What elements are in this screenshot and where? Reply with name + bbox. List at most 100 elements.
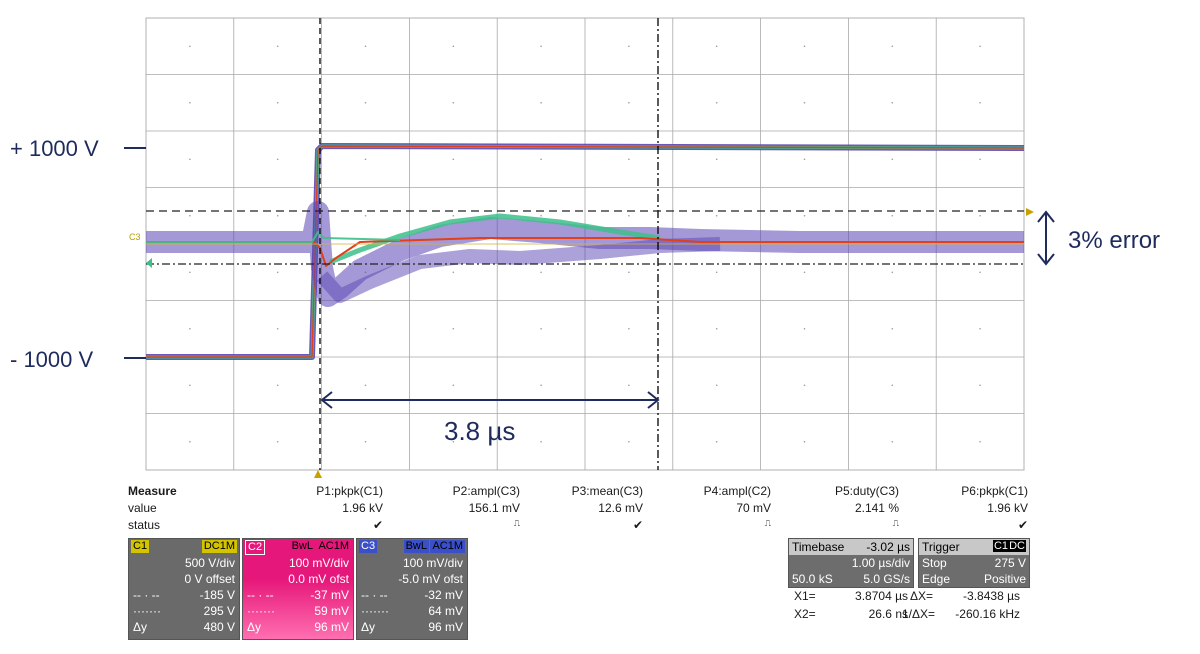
c1-trace [146,145,1025,358]
grid-dot [189,101,191,104]
status-icon: ✔ [372,518,383,532]
grid-dot [628,158,630,161]
dx-label: ΔX= [910,589,934,603]
delta-y-value: 96 mV [314,620,349,634]
param-name[interactable]: P3:mean(C3) [571,484,643,498]
coupling-tag: AC1M [430,540,465,553]
grid-dot [452,271,455,274]
delta-y-label: Δy [133,620,148,634]
cursor-b-value: 59 mV [314,604,349,618]
c3-trace-mid [329,213,661,265]
minus-1000v-label: - 1000 V [10,347,93,372]
cursor-a-label: -- · -- [361,588,388,602]
grid-dot [364,384,367,387]
status-row-label: status [128,518,161,532]
grid-dot [628,214,630,217]
x2-label: X2= [794,607,816,621]
grid-dot [891,384,894,387]
time-span-arrow [320,391,660,409]
bandwidth-tag: BwL [403,540,429,553]
sample-count: 50.0 kS [792,572,833,586]
timebase-box[interactable]: Timebase -3.02 µs 1.00 µs/div 50.0 kS 5.… [788,538,914,588]
status-icon: ✔ [1017,518,1028,532]
grid-dot [979,271,981,274]
grid-dot [540,214,542,217]
trigger-position-icon [314,470,322,478]
cursor-b-value: 295 V [203,604,235,618]
grid-dot [364,327,367,330]
grid-dot [891,158,894,161]
channel-c3-box[interactable]: C3 BwL AC1M 100 mV/div -5.0 mV ofst -- ·… [356,538,468,640]
channel-c1-box[interactable]: C1 DC1M 500 V/div 0 V offset -- · -- -185… [128,538,240,640]
timebase-label: Timebase [792,540,845,554]
grid-dot [452,45,455,48]
grid-dot [979,45,981,48]
trigger-mode: Stop [922,556,947,570]
grid-dot [276,158,279,161]
grid-dot [715,440,718,443]
grid-dot [189,45,191,48]
grid-dot [979,158,981,161]
grid-dot [628,440,630,443]
trigger-type: Edge [922,572,951,586]
cursor-a-value: -185 V [199,588,235,602]
trigger-coupling-tag: DC [1008,540,1026,552]
grid-dot [540,327,542,330]
grid-dot [628,271,630,274]
delta-y-label: Δy [361,620,376,634]
param-name[interactable]: P4:ampl(C2) [703,484,771,498]
grid-dot [979,384,981,387]
x2-value: 26.6 ns [868,607,908,621]
grid-dot [364,101,367,104]
cursor-b-value: 64 mV [428,604,463,618]
bandwidth-tag: BwL [289,540,315,553]
measure-header: Measure [128,484,177,498]
trigger-level-icon [1026,208,1034,216]
cursor-a-value: -37 mV [310,588,349,602]
param-value: 1.96 kV [987,501,1028,515]
grid-dot [364,158,367,161]
volts-per-div: 500 V/div [184,556,235,570]
channel-id: C2 [245,540,266,555]
grid-dot [803,214,806,217]
param-name[interactable]: P2:ampl(C3) [452,484,520,498]
coupling-tag: DC1M [201,540,237,553]
cursor-a-label: -- · -- [247,588,274,602]
trigger-level: 275 V [994,556,1026,570]
grid-dot [979,440,981,443]
grid-dot [452,214,455,217]
status-icon: ⎍ [764,518,771,528]
param-name[interactable]: P6:pkpk(C1) [961,484,1028,498]
grid-dot [891,101,894,104]
param-value: 12.6 mV [598,501,643,515]
inv-dx-value: -260.16 kHz [955,607,1020,621]
param-name[interactable]: P5:duty(C3) [834,484,899,498]
ground-marker-icon [146,258,152,268]
grid-dot [452,158,455,161]
coupling-tag: AC1M [316,540,351,553]
trigger-box[interactable]: Trigger C1 DC Stop 275 V Edge Positive [918,538,1030,588]
value-row-label: value [128,501,157,515]
channel-c2-box[interactable]: C2 BwL AC1M 100 mV/div 0.0 mV ofst -- · … [242,538,354,640]
grid-dot [891,45,894,48]
grid-dot [891,214,894,217]
param-name[interactable]: P1:pkpk(C1) [316,484,383,498]
grid-dot [803,384,806,387]
inv-dx-label: 1/ΔX= [902,607,936,621]
plus-1000v-label: + 1000 V [10,136,99,161]
grid-dot [364,214,367,217]
grid-dot [452,101,455,104]
scope-display: + 1000 V - 1000 V 3% error 3.8 µs C3 [10,17,1160,478]
param-value: 156.1 mV [468,501,520,515]
grid-dot [452,384,455,387]
delta-y-value: 480 V [203,620,235,634]
grid-dot [540,271,542,274]
status-icon: ✔ [632,518,643,532]
grid-dot [276,327,279,330]
grid-dot [276,45,279,48]
volts-per-div: 100 mV/div [288,556,349,570]
param-value: 1.96 kV [342,501,383,515]
grid-dot [276,214,279,217]
x1-label: X1= [794,589,816,603]
grid-dot [276,384,279,387]
